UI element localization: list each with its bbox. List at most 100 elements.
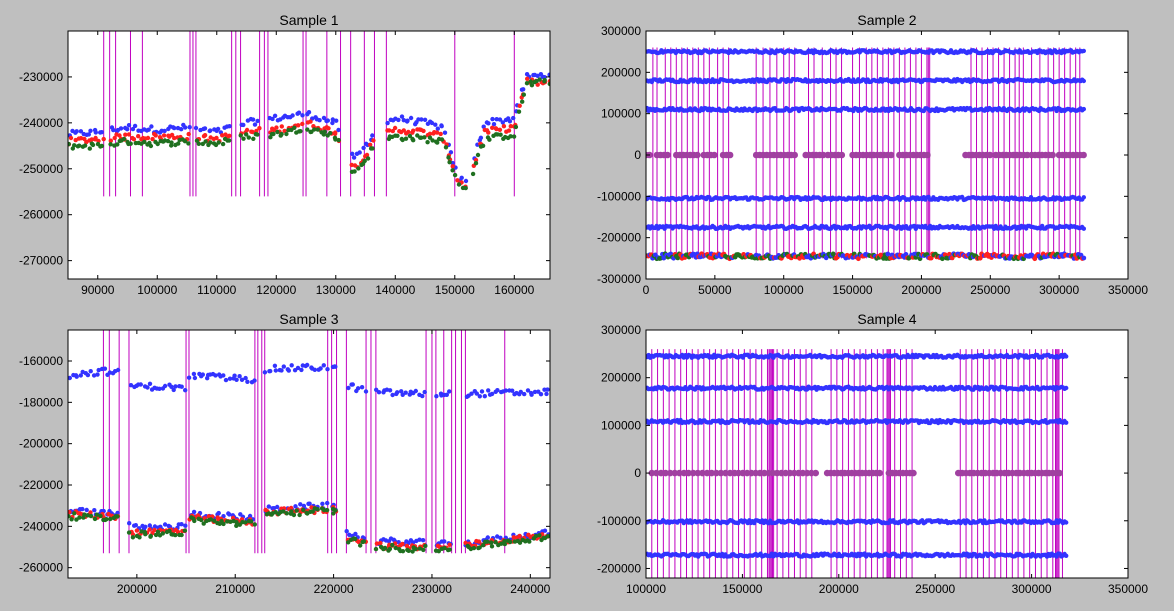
data-point-green xyxy=(241,136,246,141)
data-point-blue xyxy=(344,529,349,534)
data-point-green xyxy=(179,532,184,538)
data-point-blue xyxy=(1081,78,1087,84)
data-point-red xyxy=(364,152,370,158)
plot-area xyxy=(68,31,550,279)
data-point-blue xyxy=(336,127,341,133)
data-point-blue xyxy=(183,125,188,130)
data-point-green xyxy=(315,127,320,132)
zero-marker xyxy=(1056,469,1063,477)
data-point-red xyxy=(378,540,383,546)
data-point-blue xyxy=(420,538,426,543)
y-tick-label: -250000 xyxy=(19,162,63,176)
data-point-blue xyxy=(525,388,531,393)
data-point-blue xyxy=(252,122,258,127)
data-point-blue xyxy=(99,130,104,135)
data-point-blue xyxy=(399,389,404,394)
data-point-blue xyxy=(1081,195,1087,200)
data-point-green xyxy=(94,512,100,517)
data-point-red xyxy=(101,136,106,142)
data-point-blue xyxy=(241,122,246,128)
data-point-green xyxy=(410,549,415,554)
data-point-green xyxy=(322,129,327,134)
data-point-green xyxy=(249,519,254,524)
data-point-blue xyxy=(346,385,351,391)
data-point-green xyxy=(160,531,165,536)
data-point-green xyxy=(447,160,452,165)
data-point-green xyxy=(470,171,476,177)
x-tick-label: 150000 xyxy=(833,283,873,297)
data-point-blue xyxy=(321,115,327,121)
data-point-green xyxy=(305,127,310,132)
data-point-blue xyxy=(88,128,93,133)
data-point-blue xyxy=(489,391,495,397)
zero-marker xyxy=(717,469,725,477)
data-point-red xyxy=(486,130,491,135)
data-point-red xyxy=(169,132,175,138)
data-point-green xyxy=(203,139,208,144)
data-point-red xyxy=(333,130,338,135)
data-point-blue xyxy=(433,122,438,127)
data-point-red xyxy=(368,142,373,147)
zero-marker xyxy=(910,469,917,477)
data-point-blue xyxy=(298,502,303,507)
zero-marker xyxy=(648,469,656,477)
plot-content xyxy=(68,330,550,554)
data-point-red xyxy=(68,135,74,141)
data-point-red xyxy=(490,125,495,130)
data-point-green xyxy=(489,544,495,549)
data-point-blue xyxy=(145,385,150,390)
data-point-red xyxy=(374,541,380,546)
data-point-green xyxy=(310,509,315,514)
data-point-red xyxy=(411,128,416,133)
data-point-green xyxy=(297,512,302,518)
data-point-green xyxy=(502,541,507,547)
data-point-blue xyxy=(126,123,132,128)
data-point-green xyxy=(234,520,239,525)
data-point-blue xyxy=(149,124,154,129)
data-point-blue xyxy=(325,500,330,506)
data-point-blue xyxy=(353,531,358,537)
plot-content xyxy=(68,31,550,197)
data-point-green xyxy=(471,545,477,551)
data-point-blue xyxy=(191,371,197,377)
data-point-red xyxy=(244,127,250,133)
zero-marker xyxy=(726,469,734,477)
data-point-blue xyxy=(477,394,482,399)
data-point-blue xyxy=(272,113,278,119)
data-point-red xyxy=(427,131,433,136)
data-point-blue xyxy=(312,367,317,372)
data-point-blue xyxy=(333,364,338,369)
data-point-blue xyxy=(85,372,91,378)
data-point-blue xyxy=(439,124,444,129)
data-point-green xyxy=(516,109,522,114)
data-point-green xyxy=(85,513,90,518)
data-point-green xyxy=(395,133,400,138)
x-tick-label: 350000 xyxy=(1108,582,1148,596)
data-point-green xyxy=(212,518,217,523)
data-point-red xyxy=(289,505,294,511)
data-point-red xyxy=(506,128,512,133)
x-tick-label: 90000 xyxy=(81,283,115,297)
data-point-green xyxy=(545,534,550,539)
data-point-blue xyxy=(152,524,158,529)
data-point-red xyxy=(172,135,177,141)
data-point-red xyxy=(220,133,225,138)
data-point-red xyxy=(106,511,111,517)
x-tick-label: 0 xyxy=(643,283,650,297)
data-point-blue xyxy=(350,151,355,156)
data-point-red xyxy=(517,103,522,109)
data-point-blue xyxy=(275,504,280,510)
zero-marker xyxy=(838,151,846,159)
data-point-blue xyxy=(179,127,184,132)
x-tick-label: 230000 xyxy=(412,582,452,596)
data-point-blue xyxy=(223,377,229,383)
data-point-red xyxy=(186,131,191,137)
data-point-blue xyxy=(78,373,84,378)
data-point-red xyxy=(349,162,354,168)
zero-marker xyxy=(791,151,798,159)
zero-marker xyxy=(671,469,679,477)
data-point-green xyxy=(406,548,411,553)
data-point-green xyxy=(165,138,171,144)
data-point-green xyxy=(173,532,178,538)
zero-marker xyxy=(689,469,697,477)
